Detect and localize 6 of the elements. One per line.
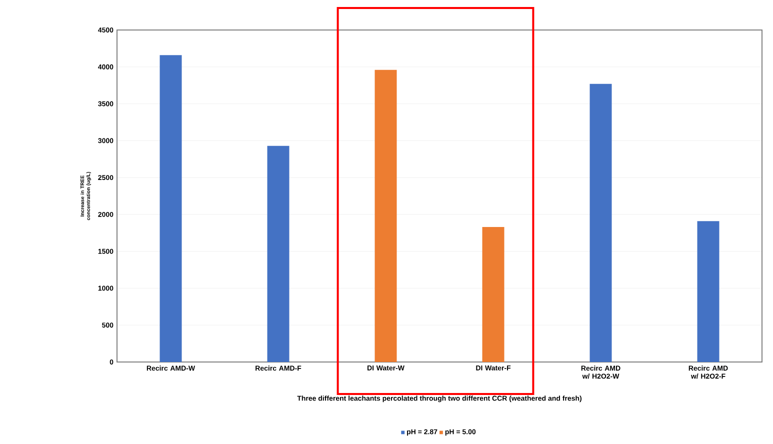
bar	[482, 226, 504, 362]
bar	[697, 221, 720, 362]
bar	[374, 70, 397, 362]
bar	[267, 146, 290, 362]
bar	[160, 55, 182, 362]
bar	[590, 84, 612, 362]
